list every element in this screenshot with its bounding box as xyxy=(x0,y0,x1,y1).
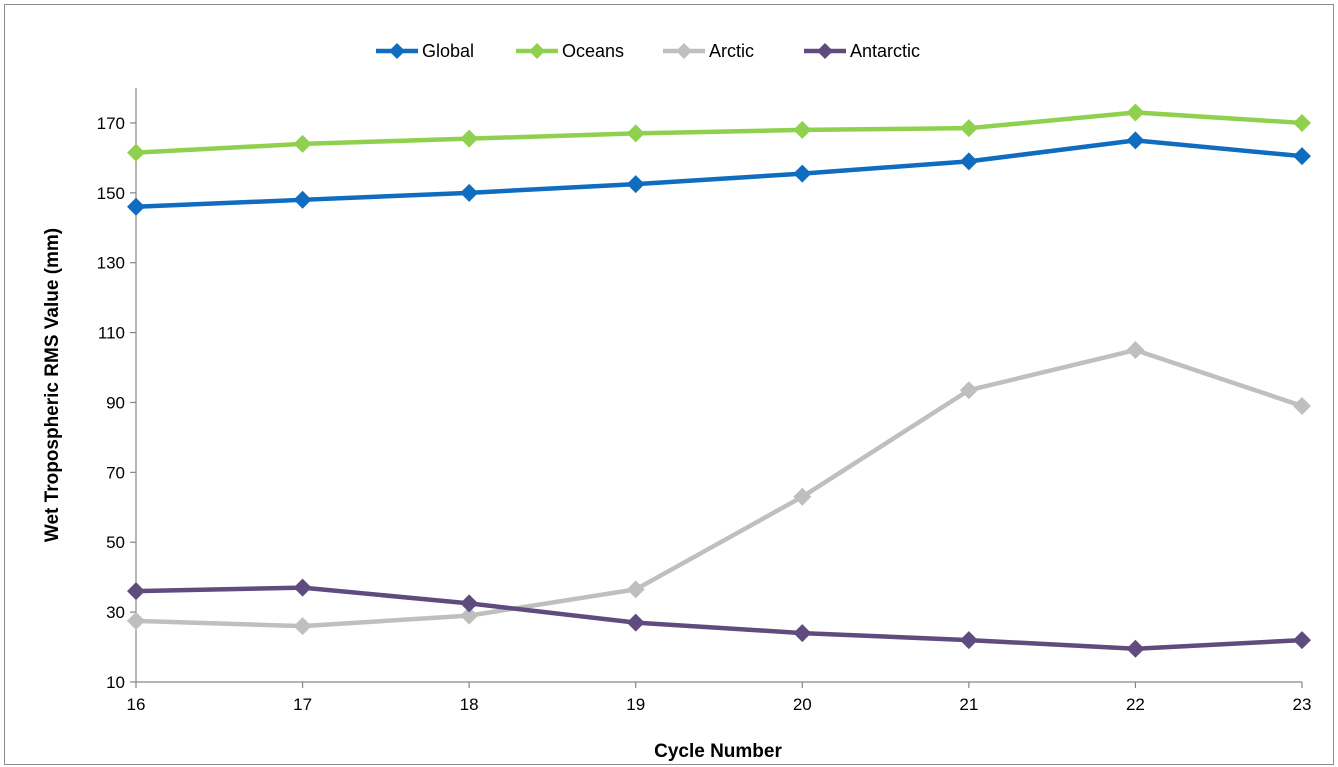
legend-label: Global xyxy=(422,41,474,61)
data-point-global xyxy=(1293,147,1311,166)
series-layer xyxy=(127,103,1311,658)
data-point-antarctic xyxy=(127,582,145,601)
x-tick-label: 21 xyxy=(959,695,978,714)
series-antarctic xyxy=(127,578,1311,658)
data-point-antarctic xyxy=(460,594,479,613)
axes: 10 30 50 70 90 110 130 150 170 16 17 18 19 20 21 22 23 xyxy=(97,88,1312,714)
data-point-arctic xyxy=(626,580,645,599)
y-tick-label: 10 xyxy=(106,673,125,692)
series-oceans xyxy=(127,103,1311,162)
data-point-oceans xyxy=(626,124,645,143)
y-tick-label: 170 xyxy=(97,114,125,133)
legend-swatch-marker xyxy=(529,43,545,59)
data-point-arctic xyxy=(959,381,978,400)
x-tick-label: 20 xyxy=(793,695,812,714)
legend-label: Arctic xyxy=(709,41,754,61)
data-point-global xyxy=(793,164,812,183)
y-tick-label: 90 xyxy=(106,393,125,412)
legend-swatch-marker xyxy=(389,43,405,59)
data-point-global xyxy=(460,183,479,202)
legend-label: Antarctic xyxy=(850,41,920,61)
data-point-oceans xyxy=(959,119,978,138)
x-tick-label: 19 xyxy=(626,695,645,714)
data-point-oceans xyxy=(127,143,145,162)
data-point-arctic xyxy=(1126,341,1145,360)
series-line-global xyxy=(135,138,1303,210)
series-arctic xyxy=(127,341,1311,636)
x-tick-label: 17 xyxy=(293,695,312,714)
legend-swatch-marker xyxy=(817,43,833,59)
data-point-global xyxy=(626,175,645,194)
series-line-oceans xyxy=(135,110,1303,155)
y-tick-label: 30 xyxy=(106,603,125,622)
y-tick-label: 50 xyxy=(106,533,125,552)
legend-swatch-marker xyxy=(676,43,692,59)
data-point-antarctic xyxy=(1293,631,1311,650)
data-point-oceans xyxy=(460,129,479,148)
series-global xyxy=(127,131,1311,216)
data-point-oceans xyxy=(293,134,312,153)
data-point-global xyxy=(127,197,145,216)
data-point-arctic xyxy=(293,617,312,636)
legend: Global Oceans Arctic Antarctic xyxy=(376,41,920,61)
data-point-antarctic xyxy=(1126,639,1145,658)
x-axis-title: Cycle Number xyxy=(654,741,782,762)
data-point-antarctic xyxy=(959,631,978,650)
data-point-oceans xyxy=(1293,113,1311,132)
x-tick-label: 16 xyxy=(127,695,146,714)
series-line-antarctic xyxy=(135,585,1303,652)
data-point-global xyxy=(293,190,312,209)
x-tick-label: 23 xyxy=(1293,695,1312,714)
legend-label: Oceans xyxy=(562,41,624,61)
x-tick-label: 18 xyxy=(460,695,479,714)
data-point-global xyxy=(959,152,978,171)
data-point-antarctic xyxy=(626,613,645,632)
data-point-arctic xyxy=(793,487,812,506)
data-point-antarctic xyxy=(293,578,312,597)
legend-item-global: Global xyxy=(376,41,474,61)
y-tick-label: 130 xyxy=(97,254,125,273)
data-point-oceans xyxy=(1126,103,1145,122)
data-point-oceans xyxy=(793,120,812,139)
legend-item-arctic: Arctic xyxy=(663,41,754,61)
data-point-arctic xyxy=(1293,396,1311,415)
legend-item-oceans: Oceans xyxy=(516,41,624,61)
data-point-antarctic xyxy=(793,624,812,643)
data-point-arctic xyxy=(460,606,479,625)
x-tick-label: 22 xyxy=(1126,695,1145,714)
series-line-arctic xyxy=(135,347,1303,629)
y-axis-title: Wet Tropospheric RMS Value (mm) xyxy=(42,228,63,542)
legend-item-antarctic: Antarctic xyxy=(804,41,920,61)
y-tick-label: 70 xyxy=(106,463,125,482)
data-point-global xyxy=(1126,131,1145,150)
y-tick-label: 110 xyxy=(98,324,125,343)
y-tick-label: 150 xyxy=(97,184,125,203)
data-point-arctic xyxy=(127,611,145,630)
